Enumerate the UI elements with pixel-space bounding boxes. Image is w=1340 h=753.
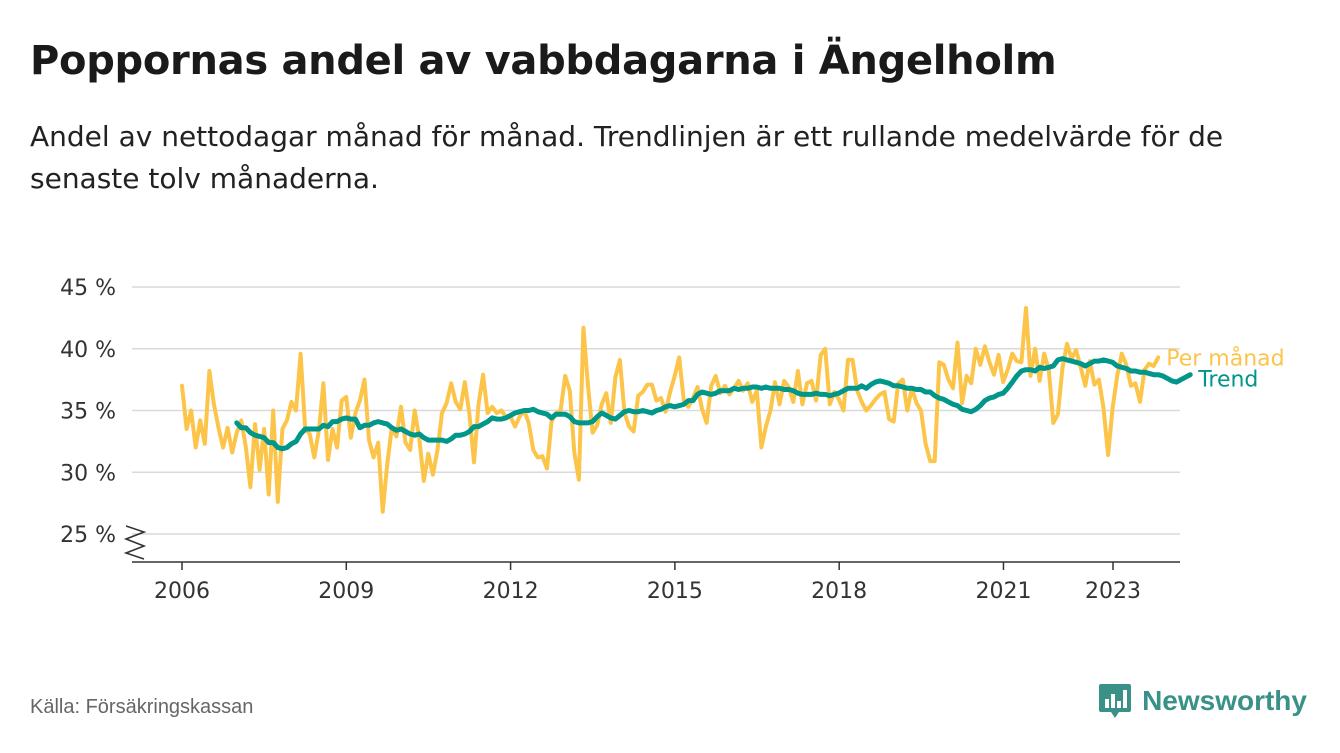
x-tick-label: 2021: [975, 579, 1031, 604]
x-tick-label: 2015: [647, 579, 703, 604]
x-tick-label: 2012: [483, 579, 539, 604]
axis-break-icon: [123, 525, 147, 560]
x-tick-label: 2009: [318, 579, 374, 604]
grid-lines: [132, 286, 1180, 535]
series-lines: [180, 306, 1193, 514]
x-axis: 2006 2009 2012 2015 2018 2021 2023: [132, 561, 1180, 604]
y-tick-label: 25 %: [60, 523, 116, 548]
y-tick-label: 35 %: [60, 400, 116, 425]
source-note: Källa: Försäkringskassan: [30, 696, 254, 718]
x-tick-label: 2023: [1085, 579, 1141, 604]
y-tick-label: 40 %: [60, 338, 116, 363]
x-tick-label: 2006: [154, 579, 210, 604]
bar-chart-speech-bubble-icon: [1099, 684, 1132, 718]
y-axis-ticks: 25 % 30 % 35 % 40 % 45 %: [60, 276, 147, 560]
series-label-monthly: Per månad: [1166, 345, 1284, 371]
series-line-monthly: [180, 306, 1161, 514]
series-label-trend: Trend: [1197, 368, 1258, 393]
y-tick-label: 45 %: [60, 276, 116, 301]
brand-name: Newsworthy: [1142, 685, 1307, 716]
y-tick-label: 30 %: [60, 461, 116, 486]
chart-subtitle: Andel av nettodagar månad för månad. Tre…: [30, 120, 1224, 195]
chart-title: Poppornas andel av vabbdagarna i Ängelho…: [30, 38, 1057, 84]
x-tick-label: 2018: [811, 579, 867, 604]
series-line-trend: [234, 356, 1193, 452]
brand-logo[interactable]: Newsworthy: [1098, 681, 1307, 721]
